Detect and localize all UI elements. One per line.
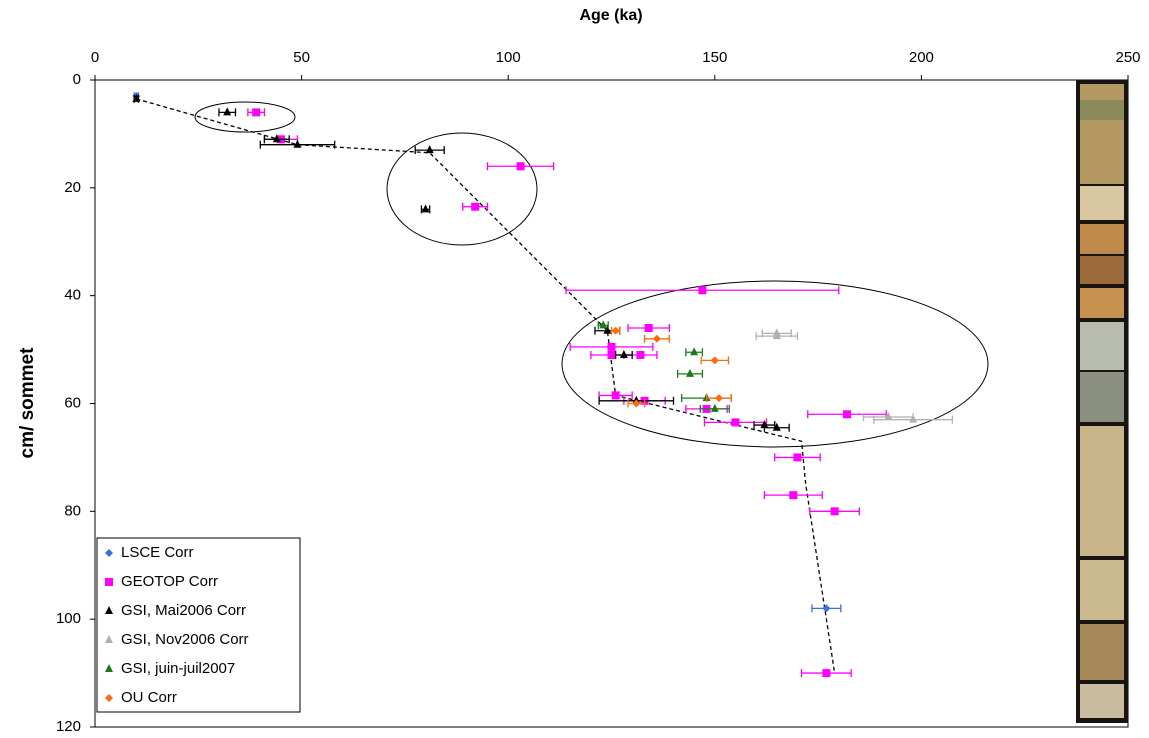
x-tick-label: 0: [91, 49, 99, 66]
legend-label: OU Corr: [121, 689, 177, 706]
x-tick-label: 150: [702, 49, 727, 66]
legend-label: GSI, Mai2006 Corr: [121, 602, 246, 619]
point: [710, 356, 719, 365]
y-tick-label: 60: [64, 394, 81, 411]
legend-marker: [105, 664, 113, 672]
point: [772, 422, 781, 431]
point: [632, 399, 641, 408]
point: [686, 368, 695, 377]
legend-marker: [105, 606, 113, 614]
point: [690, 347, 699, 356]
legend-label: GEOTOP Corr: [121, 573, 218, 590]
ellipse: [386, 132, 538, 246]
point: [607, 342, 616, 351]
ellipse: [194, 101, 296, 133]
point: [789, 491, 798, 500]
y-axis-title: cm/ sommet: [17, 347, 38, 459]
point: [731, 418, 740, 427]
y-tick-label: 40: [64, 287, 81, 304]
legend: [96, 537, 301, 713]
point: [652, 334, 661, 343]
x-tick-label: 250: [1115, 49, 1140, 66]
legend-label: GSI, Nov2006 Corr: [121, 631, 249, 648]
point: [636, 350, 645, 359]
x-axis-title: Age (ka): [579, 7, 642, 24]
point: [843, 410, 852, 419]
y-tick-label: 120: [56, 718, 81, 735]
trend-line: [136, 98, 836, 674]
x-tick-label: 50: [293, 49, 310, 66]
point: [516, 162, 525, 171]
point: [223, 107, 232, 116]
point: [884, 411, 893, 420]
point: [619, 349, 628, 358]
point: [714, 394, 723, 403]
x-tick-label: 200: [909, 49, 934, 66]
point: [793, 453, 802, 462]
point: [698, 286, 707, 295]
point: [644, 324, 653, 333]
point: [909, 414, 918, 423]
point: [272, 134, 281, 143]
y-tick-label: 20: [64, 179, 81, 196]
legend-label: LSCE Corr: [121, 544, 194, 561]
point: [425, 145, 434, 154]
point: [603, 325, 612, 334]
point: [710, 403, 719, 412]
y-tick-label: 80: [64, 502, 81, 519]
point: [132, 93, 141, 102]
legend-marker: [105, 578, 113, 586]
x-tick-label: 100: [496, 49, 521, 66]
legend-marker: [105, 549, 113, 557]
point: [471, 202, 480, 211]
y-tick-label: 100: [56, 610, 81, 627]
point: [421, 204, 430, 213]
point: [293, 139, 302, 148]
point: [830, 507, 839, 516]
legend-label: GSI, juin-juil2007: [121, 660, 235, 677]
point: [607, 350, 616, 359]
point: [772, 331, 781, 340]
legend-marker: [105, 694, 113, 702]
point: [611, 326, 620, 335]
point: [822, 604, 831, 613]
point: [252, 108, 261, 117]
point: [599, 320, 608, 329]
point: [611, 391, 620, 400]
ellipse: [561, 280, 989, 448]
legend-marker: [105, 635, 113, 643]
core-image: [1076, 80, 1128, 723]
point: [822, 669, 831, 678]
y-tick-label: 0: [73, 71, 81, 88]
